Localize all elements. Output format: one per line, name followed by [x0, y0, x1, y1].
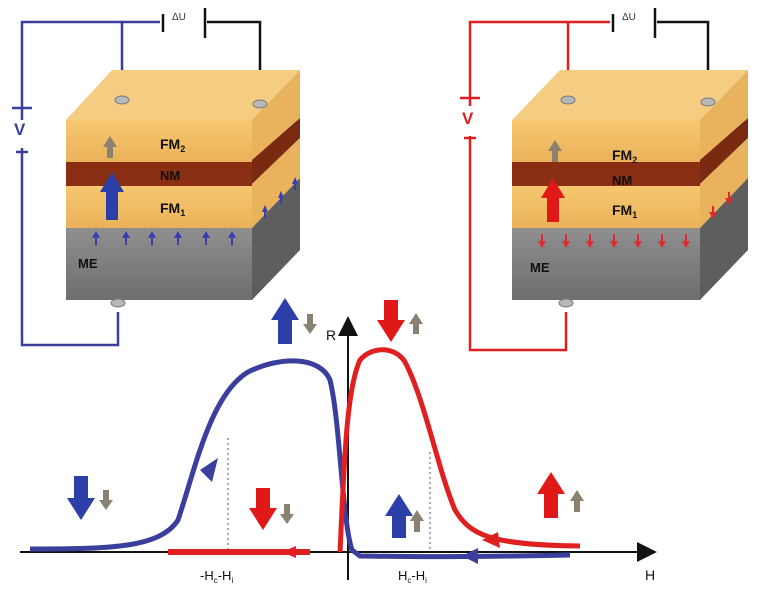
state-arrows-red-up-right [537, 472, 584, 518]
right-contact-top-left [560, 95, 576, 105]
right-block-top [512, 70, 748, 120]
blue-hysteresis-curve [29, 358, 571, 560]
state-arrows-blue-up-mid [385, 494, 424, 538]
right-circuit [468, 20, 610, 352]
left-contact-top-right [252, 99, 268, 109]
right-contact-top-right [700, 97, 716, 107]
right-fm2-up-arrow-icon [548, 140, 562, 162]
left-me-polarization-arrows [92, 177, 298, 245]
state-arrows-blue-down-left [67, 476, 113, 520]
state-arrows-red-down-top [377, 300, 423, 342]
left-block-top [66, 70, 300, 120]
left-nm-label: NM [160, 168, 180, 183]
state-arrows-red-down-mid [249, 488, 294, 530]
left-delta-u-label: ΔU [172, 12, 186, 23]
right-fm1-up-arrow-icon [541, 178, 565, 222]
left-fm1-up-arrow-icon [100, 172, 124, 220]
x-axis-label: H [645, 567, 655, 583]
right-fm2-layer [512, 120, 700, 162]
right-me-label: ME [530, 260, 550, 275]
svg-text:FM1: FM1 [612, 202, 637, 220]
svg-text:FM1: FM1 [160, 200, 185, 218]
left-nm-layer [66, 162, 252, 186]
right-delta-u-label: ΔU [622, 12, 636, 23]
y-axis-label: R [326, 327, 336, 343]
right-device: V ΔU FM2 NM FM1 ME [460, 8, 748, 352]
left-circuit [20, 20, 160, 347]
svg-text:FM2: FM2 [612, 147, 637, 165]
left-fm2-up-arrow-icon [103, 136, 117, 158]
red-curve-arrow-icon [482, 532, 500, 548]
left-device: V ΔU FM2 NM FM1 ME [12, 8, 300, 347]
blue-curve-arrow-icon [200, 458, 218, 482]
right-me-polarization-arrows [538, 192, 733, 248]
tick-label-right: Hc-Hi [398, 568, 427, 585]
left-me-label: ME [78, 256, 98, 271]
left-voltage-label: V [14, 120, 26, 139]
right-battery [460, 96, 480, 140]
left-fm2-layer [66, 120, 252, 162]
right-voltage-label: V [462, 109, 474, 128]
right-nm-label: NM [612, 173, 632, 188]
left-contact-bottom [110, 298, 126, 308]
right-me-layer [512, 228, 700, 300]
right-fm1-layer [512, 186, 700, 228]
svg-text:FM2: FM2 [160, 136, 185, 154]
right-contact-bottom [558, 298, 574, 308]
resistance-graph: R H -Hc-Hi Hc-Hi [20, 298, 657, 585]
tick-label-left: -Hc-Hi [200, 568, 233, 585]
red-hysteresis-curve [337, 347, 581, 553]
state-arrows-blue-up-top [271, 298, 317, 344]
left-fm1-layer [66, 186, 252, 228]
left-contact-top-left [114, 95, 130, 105]
right-nm-layer [512, 162, 700, 186]
left-battery [12, 106, 32, 154]
